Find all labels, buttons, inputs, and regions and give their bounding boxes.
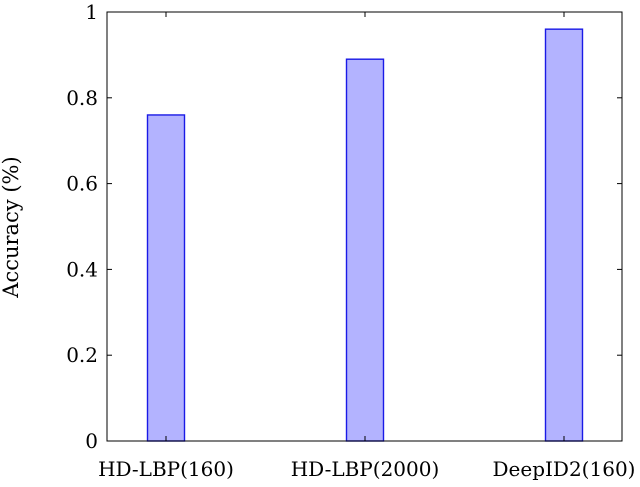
labels-layer: 0 0.2 0.4 0.6 0.8 1 HD-LBP(160) HD-LBP(2000) Dee…	[66, 0, 635, 481]
y-tick-label: 0.6	[66, 172, 98, 196]
bars-layer	[146, 28, 584, 442]
axes-layer	[106, 11, 623, 442]
x-category-label: DeepID2(160)	[493, 457, 636, 481]
x-category-label: HD-LBP(160)	[98, 457, 234, 481]
bar-deepid2-160	[544, 28, 584, 442]
y-tick-label: 0.8	[66, 86, 98, 110]
x-category-label: HD-LBP(2000)	[291, 457, 440, 481]
y-tick-label: 0	[85, 429, 98, 453]
bar-hd-lbp-2000	[345, 58, 385, 442]
y-tick-label: 1	[85, 0, 98, 24]
y-tick-label: 0.4	[66, 257, 98, 281]
bar-hd-lbp-160	[146, 114, 186, 442]
y-tick-label: 0.2	[66, 343, 98, 367]
y-axis-title: Accuracy (%)	[0, 156, 23, 298]
